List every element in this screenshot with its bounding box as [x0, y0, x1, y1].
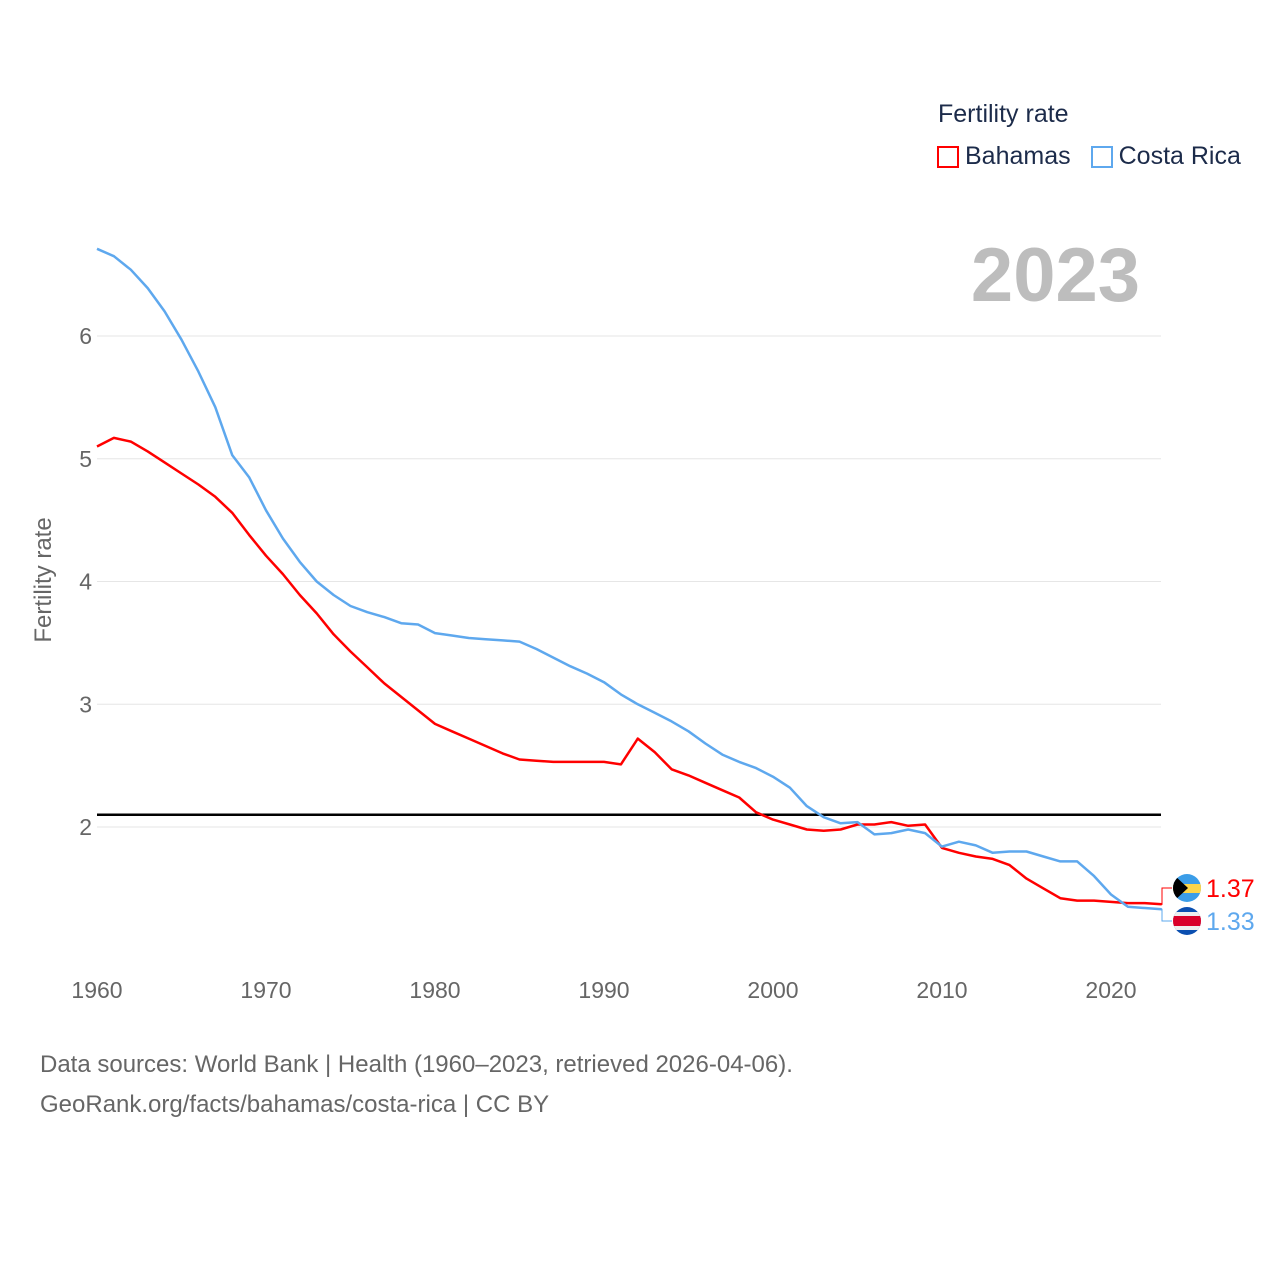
costa-rica-flag-icon: [1173, 907, 1201, 935]
legend-item-bahamas[interactable]: Bahamas: [937, 142, 1071, 171]
x-tick-label: 2020: [1085, 977, 1136, 1003]
end-value-label: 1.33: [1206, 908, 1255, 936]
end-connector: [1161, 908, 1172, 922]
series-line-bahamas: [96, 436, 1162, 906]
y-tick-label: 2: [79, 814, 92, 840]
legend-label: Costa Rica: [1118, 142, 1241, 170]
bahamas-flag-icon: [1173, 874, 1201, 902]
x-tick-label: 2010: [916, 977, 967, 1003]
end-connector: [1161, 887, 1172, 905]
legend-title: Fertility rate: [938, 100, 1069, 128]
flag-stripe: [1173, 916, 1201, 926]
legend-swatch-bahamas: [937, 145, 959, 168]
legend-item-costa-rica[interactable]: Costa Rica: [1090, 142, 1241, 171]
x-tick-label: 1980: [409, 977, 460, 1003]
x-tick-label: 1960: [71, 977, 122, 1003]
y-tick-label: 6: [79, 323, 92, 349]
flag-triangle: [1173, 874, 1188, 902]
y-tick-label: 5: [79, 446, 92, 472]
x-tick-label: 1990: [578, 977, 629, 1003]
y-tick-label: 4: [79, 569, 92, 595]
end-value-label: 1.37: [1206, 875, 1255, 903]
current-year: 2023: [970, 233, 1140, 318]
y-axis-label: Fertility rate: [30, 517, 57, 642]
series-line-costa-rica: [96, 247, 1162, 911]
y-tick-label: 3: [79, 691, 92, 717]
legend: Bahamas Costa Rica: [937, 142, 1241, 171]
x-tick-label: 1970: [240, 977, 291, 1003]
x-tick-label: 2000: [747, 977, 798, 1003]
legend-swatch-costa-rica: [1090, 145, 1113, 168]
data-sources: Data sources: World Bank | Health (1960–…: [40, 1051, 793, 1078]
legend-label: Bahamas: [965, 142, 1071, 170]
source-link[interactable]: GeoRank.org/facts/bahamas/costa-rica | C…: [40, 1091, 550, 1118]
footer: Data sources: World Bank | Health (1960–…: [40, 1045, 793, 1125]
